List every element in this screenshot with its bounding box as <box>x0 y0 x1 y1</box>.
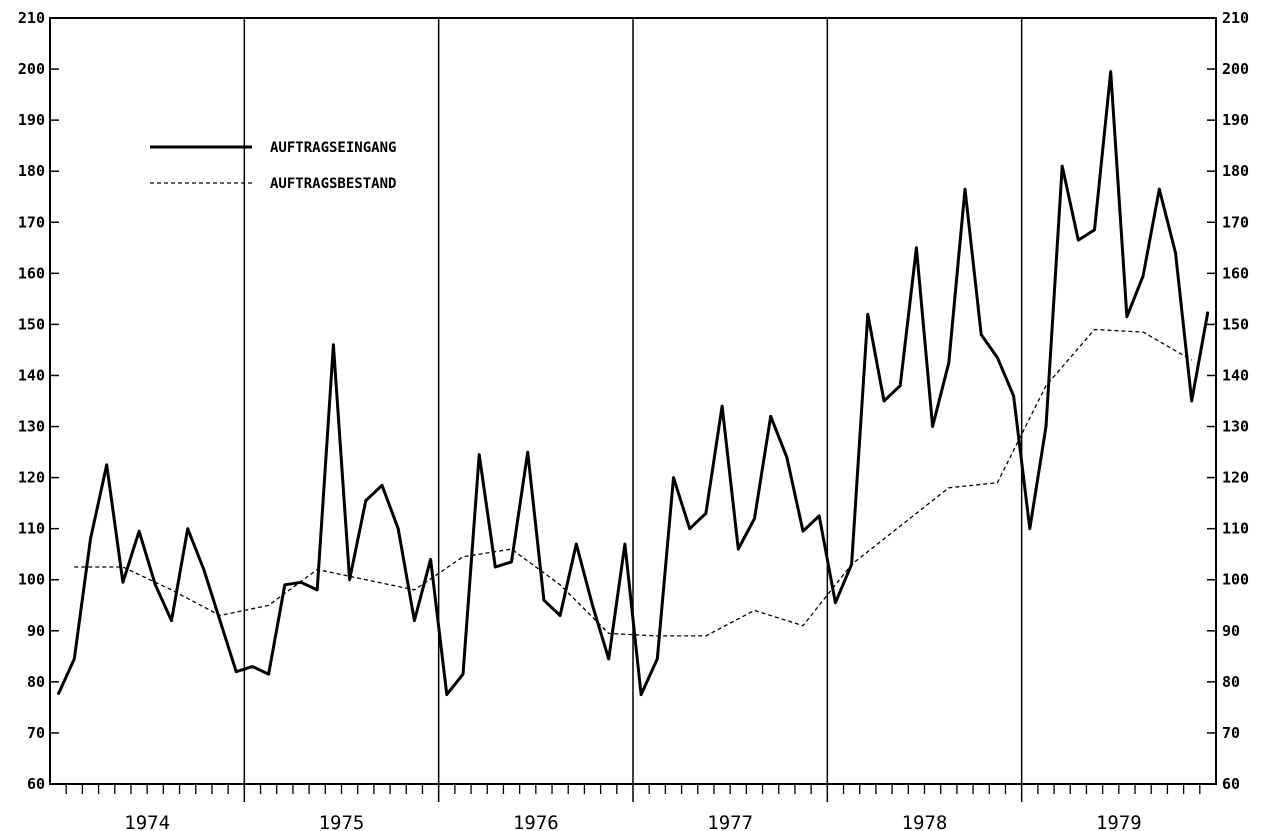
x-year-label-1975: 1975 <box>319 812 365 831</box>
y-tick-label-left: 90 <box>27 622 45 640</box>
y-tick-label-right: 140 <box>1222 366 1249 384</box>
y-tick-label-left: 180 <box>18 162 45 180</box>
y-tick-label-left: 60 <box>27 775 45 793</box>
right-y-axis: 60 70 80 90 100 110 120 130 140 150 160 170 180 190 20… <box>1207 9 1249 793</box>
x-axis: 1974 1975 1976 1977 1978 1979 <box>65 784 1201 831</box>
y-tick-label-left: 160 <box>18 264 45 282</box>
y-tick-label-right: 130 <box>1222 418 1249 436</box>
y-tick-label-left: 100 <box>18 571 45 589</box>
y-tick-label-right: 120 <box>1222 469 1249 487</box>
y-tick-label-right: 190 <box>1222 111 1249 129</box>
y-tick-label-left: 190 <box>18 111 45 129</box>
y-tick-label-right: 160 <box>1222 264 1249 282</box>
x-year-label-1978: 1978 <box>902 812 948 831</box>
y-tick-label-left: 130 <box>18 418 45 436</box>
x-year-label-1976: 1976 <box>513 812 559 831</box>
y-tick-label-left: 170 <box>18 213 45 231</box>
series-line-auftragsbestand <box>74 328 1193 637</box>
y-tick-label-right: 100 <box>1222 571 1249 589</box>
y-tick-label-right: 90 <box>1222 622 1240 640</box>
y-tick-label-right: 210 <box>1222 9 1249 27</box>
y-tick-label-right: 200 <box>1222 60 1249 78</box>
x-year-label-1974: 1974 <box>124 812 170 831</box>
y-tick-label-left: 200 <box>18 60 45 78</box>
plot-frame <box>49 17 1217 802</box>
series-layer <box>56 70 1210 697</box>
y-tick-label-left: 70 <box>27 724 45 742</box>
legend: AUFTRAGSEINGANG AUFTRAGSBESTAND <box>150 140 396 192</box>
x-year-label-1977: 1977 <box>707 812 753 831</box>
y-tick-label-left: 150 <box>18 315 45 333</box>
y-tick-label-right: 70 <box>1222 724 1240 742</box>
y-tick-label-left: 110 <box>18 520 45 538</box>
y-tick-label-right: 110 <box>1222 520 1249 538</box>
y-tick-label-left: 120 <box>18 469 45 487</box>
x-year-label-1979: 1979 <box>1096 812 1142 831</box>
left-y-axis: 60 70 80 90 100 110 120 130 140 150 160 170 180 190 20… <box>18 9 59 793</box>
series-line-auftragseingang <box>56 70 1210 697</box>
y-tick-label-right: 60 <box>1222 775 1240 793</box>
y-tick-label-left: 210 <box>18 9 45 27</box>
y-tick-label-right: 150 <box>1222 315 1249 333</box>
legend-label-auftragseingang: AUFTRAGSEINGANG <box>270 140 396 156</box>
legend-label-auftragsbestand: AUFTRAGSBESTAND <box>270 176 396 192</box>
y-tick-label-left: 140 <box>18 366 45 384</box>
y-tick-label-right: 170 <box>1222 213 1249 231</box>
y-tick-label-left: 80 <box>27 673 45 691</box>
y-tick-label-right: 80 <box>1222 673 1240 691</box>
y-tick-label-right: 180 <box>1222 162 1249 180</box>
